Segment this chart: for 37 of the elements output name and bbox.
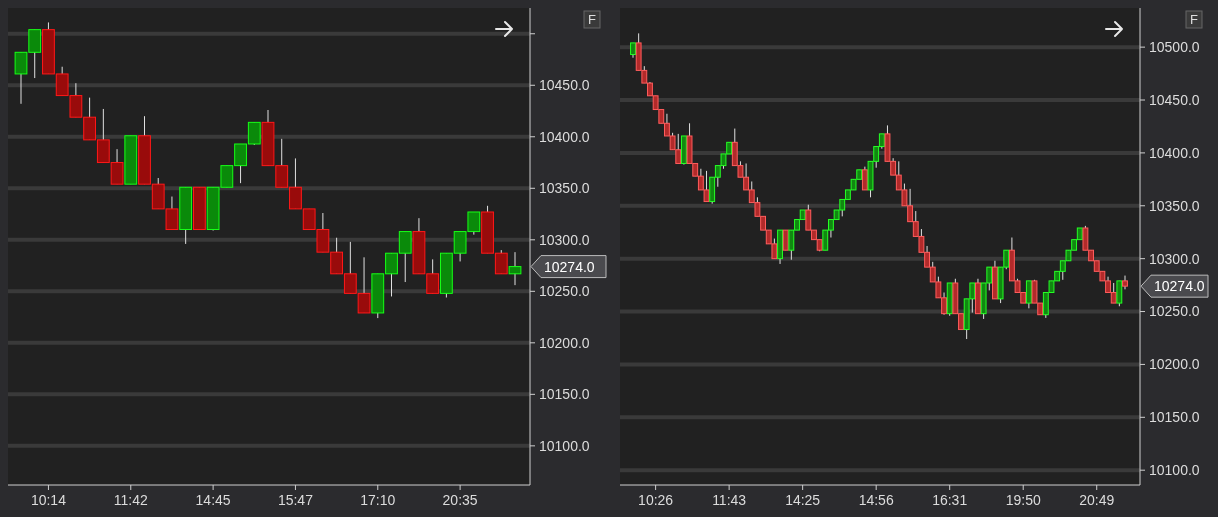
- y-tick-label: 10400.0: [539, 128, 590, 145]
- candlestick: [1116, 280, 1123, 307]
- y-tick-label: 10250.0: [539, 283, 590, 300]
- y-tick-label: 10200.0: [1149, 356, 1200, 373]
- y-tick-label: 10250.0: [1149, 303, 1200, 320]
- x-tick-label: 15:47: [277, 492, 314, 508]
- x-tick-label: 10:14: [30, 492, 67, 508]
- y-tick-label: 10300.0: [539, 231, 590, 248]
- x-tick-label: 14:56: [858, 492, 894, 508]
- y-tick-label: 10200.0: [539, 334, 590, 351]
- y-tick-label: 10450.0: [1149, 91, 1200, 108]
- x-tick-label: 14:25: [785, 492, 821, 508]
- candlestick: [782, 229, 789, 251]
- x-tick-label: 11:42: [113, 492, 148, 508]
- y-tick-label: 10450.0: [539, 77, 590, 94]
- x-tick-label: 11:43: [712, 492, 747, 508]
- y-tick-label: 10500.0: [1149, 39, 1200, 56]
- y-tick-label: 10100.0: [539, 437, 590, 454]
- x-tick-label: 10:26: [638, 492, 674, 508]
- x-tick-label: 19:50: [1005, 492, 1041, 508]
- x-tick-label: 14:45: [195, 492, 231, 508]
- x-tick-label: 16:31: [932, 492, 968, 508]
- x-tick-label: 20:35: [442, 492, 478, 508]
- y-tick-label: 10150.0: [539, 386, 590, 403]
- y-tick-label: 10300.0: [1149, 250, 1200, 267]
- x-tick-label: 17:10: [360, 492, 396, 508]
- y-tick-label: 10350.0: [539, 180, 590, 197]
- y-tick-label: 10350.0: [1149, 197, 1200, 214]
- text: F: [1190, 12, 1199, 27]
- text: 10274.0: [544, 258, 595, 275]
- candlestick: [508, 251, 522, 286]
- x-tick-label: 20:49: [1079, 492, 1115, 508]
- y-tick-label: 10150.0: [1149, 409, 1200, 426]
- y-tick-label: 10400.0: [1149, 144, 1200, 161]
- text: F: [588, 12, 597, 27]
- text: 10274.0: [1154, 278, 1205, 295]
- y-tick-label: 10100.0: [1149, 462, 1200, 479]
